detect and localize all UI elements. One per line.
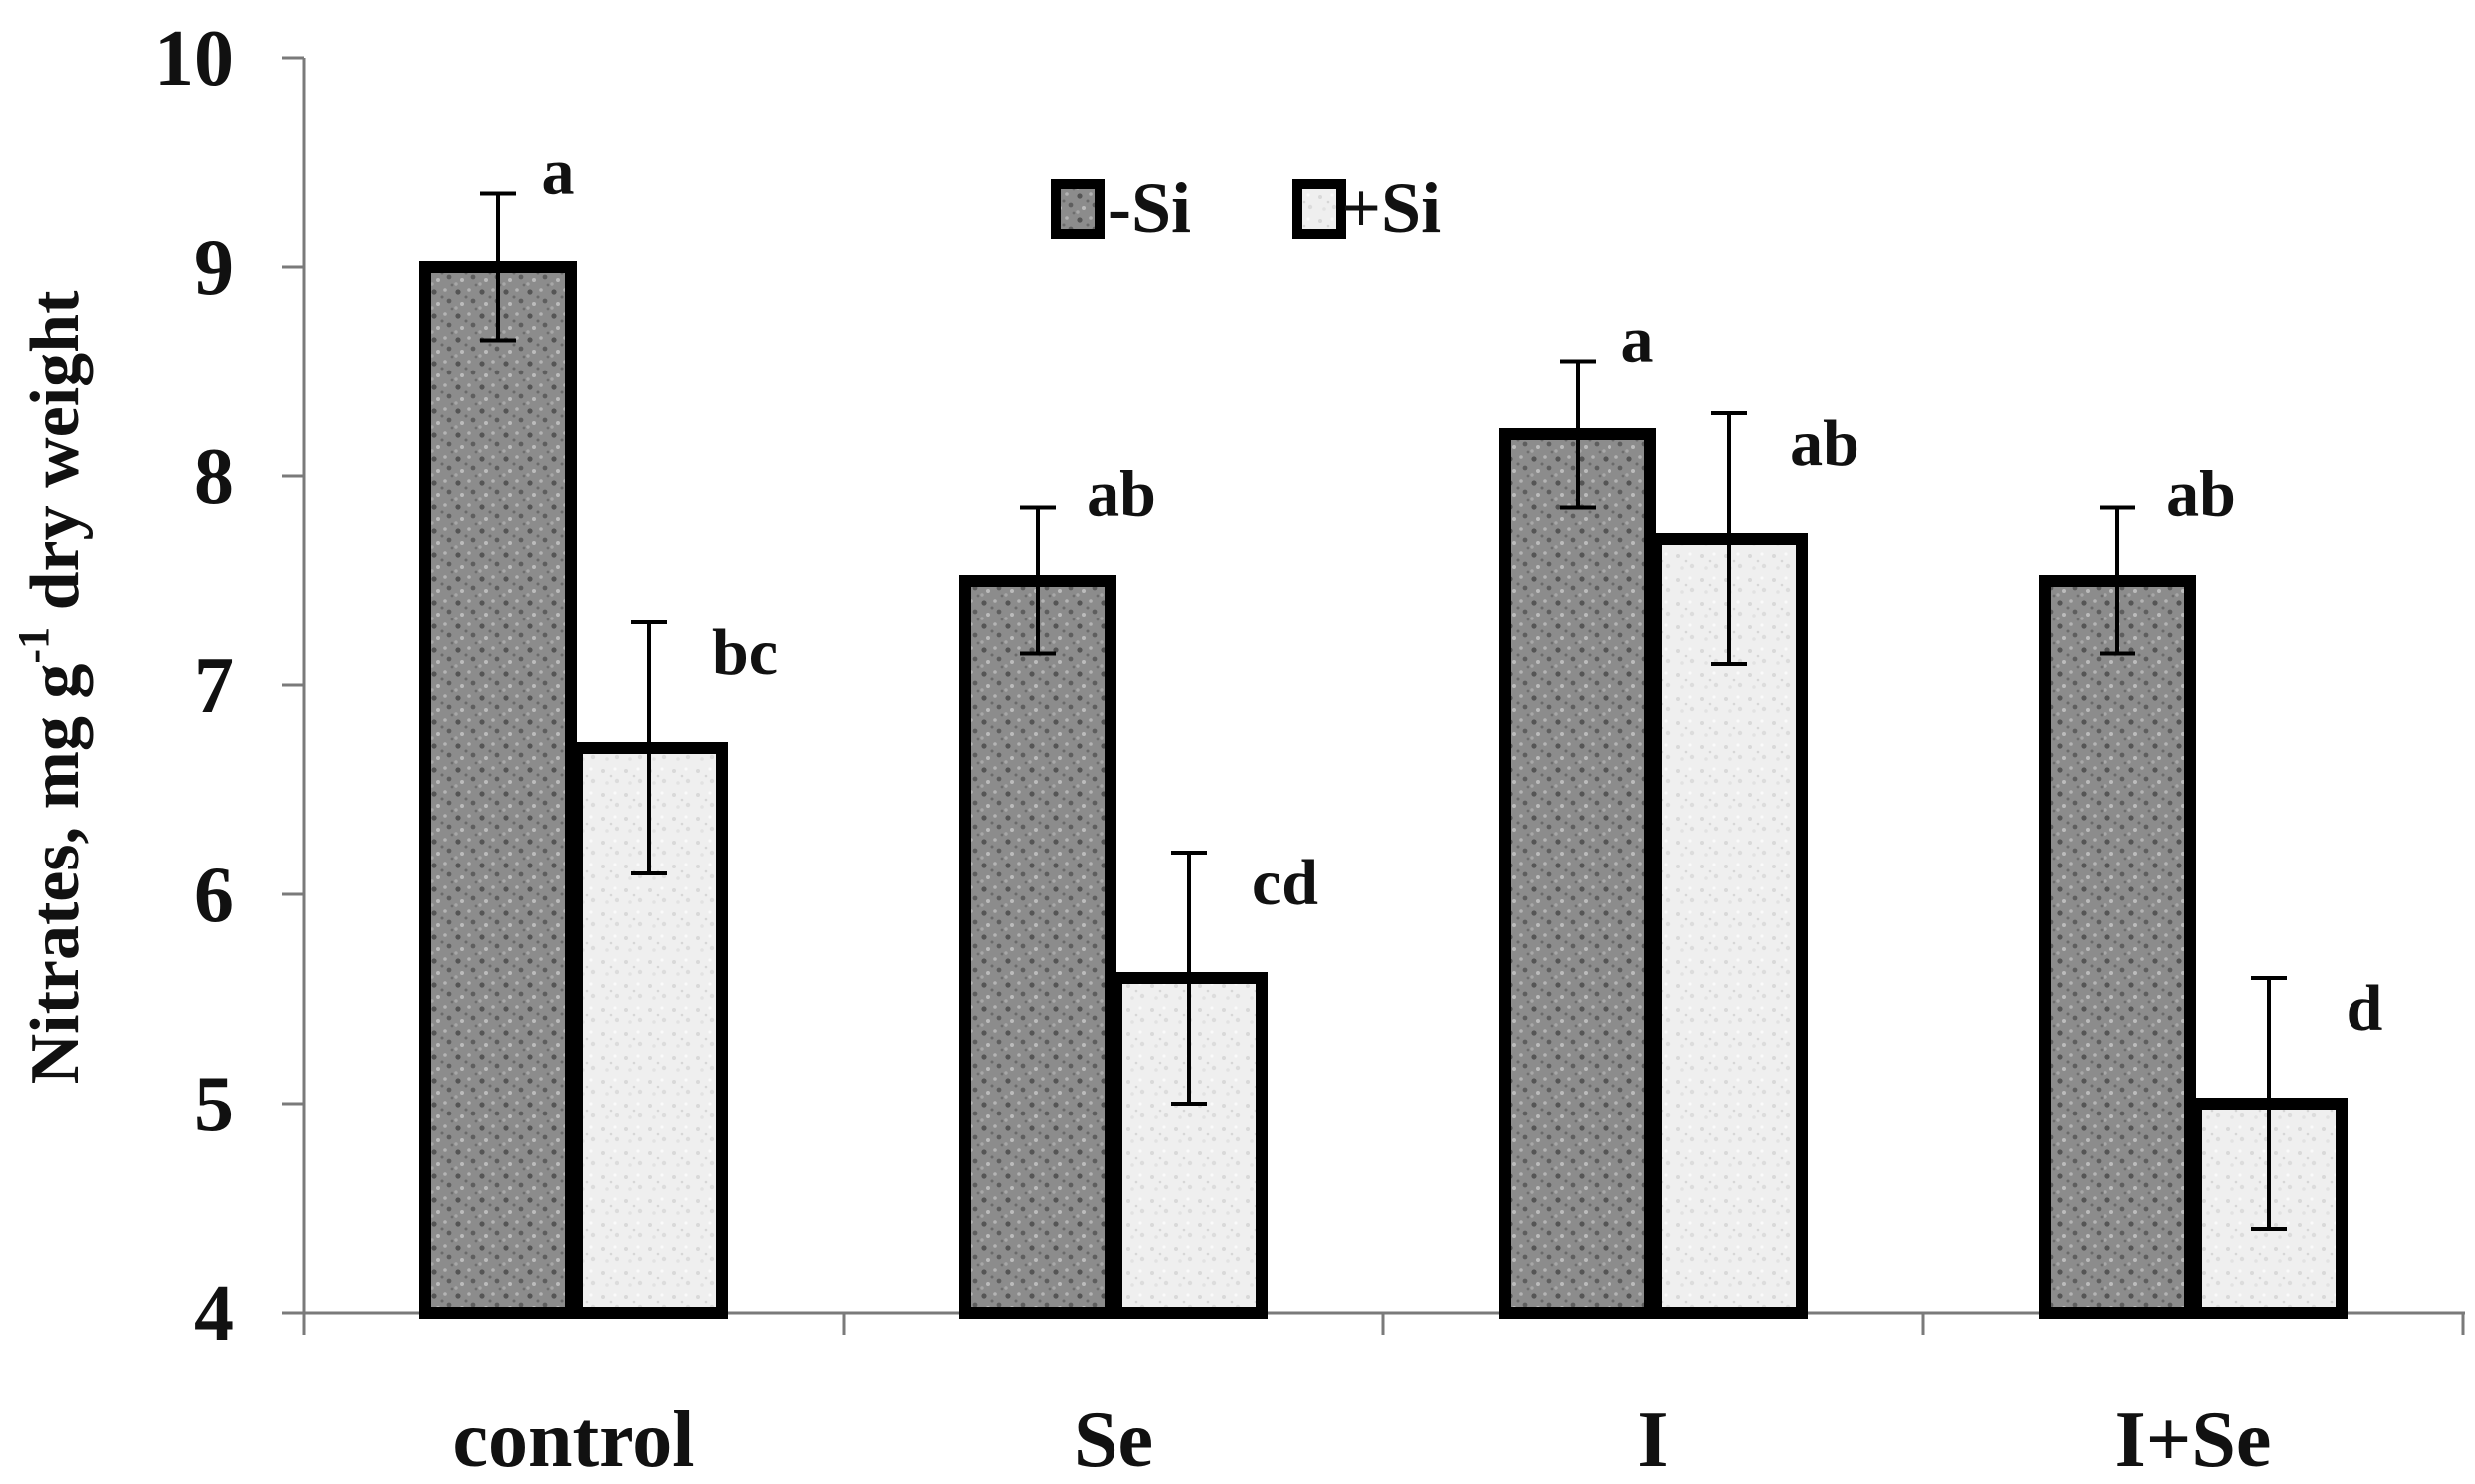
x-category-label: I+Se [2115, 1396, 2272, 1484]
significance-labels: a bc ab cd a ab ab d [542, 136, 2383, 1046]
significance-label: a [542, 136, 575, 209]
legend-swatch-plus-si [1292, 179, 1346, 239]
x-category-label: control [453, 1396, 695, 1484]
y-tick-label: 8 [194, 433, 234, 521]
bar [2039, 575, 2196, 1319]
y-tick-label: 9 [194, 224, 234, 312]
y-axis: 4 5 6 7 8 9 10 [154, 15, 306, 1358]
y-tick-label: 4 [194, 1270, 234, 1358]
legend: -Si +Si [1051, 168, 1441, 248]
significance-label: ab [1790, 407, 1859, 480]
bar [959, 575, 1116, 1319]
significance-label: cd [1252, 847, 1318, 919]
x-axis: control Se I I+Se [302, 1311, 2465, 1484]
y-tick-label: 10 [154, 15, 234, 103]
legend-label-plus-si: +Si [1341, 168, 1441, 248]
y-tick-label: 5 [194, 1061, 234, 1148]
legend-label-minus-si: -Si [1108, 168, 1191, 248]
y-axis-label: Nitrates, mg g-1 dry weight [9, 291, 94, 1085]
significance-label: a [1621, 304, 1654, 376]
bars [419, 261, 2348, 1319]
bar [571, 742, 728, 1319]
x-category-label: Se [1074, 1396, 1153, 1484]
bar [1499, 428, 1656, 1319]
legend-swatch-minus-si [1051, 179, 1105, 239]
significance-label: d [2347, 972, 2383, 1045]
error-bars [480, 191, 2287, 1231]
significance-label: bc [712, 617, 778, 689]
significance-label: ab [1087, 458, 1156, 531]
bar [419, 261, 577, 1319]
y-tick-label: 6 [194, 852, 234, 939]
bar [1650, 533, 1808, 1319]
y-tick-label: 7 [194, 642, 234, 730]
x-category-label: I [1637, 1396, 1668, 1484]
significance-label: ab [2166, 458, 2236, 531]
